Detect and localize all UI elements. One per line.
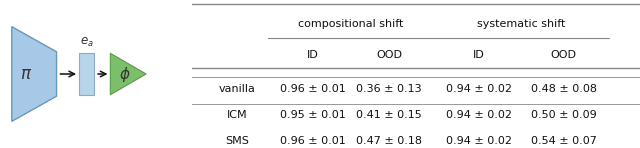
Text: systematic shift: systematic shift	[477, 19, 566, 29]
Polygon shape	[12, 27, 56, 121]
Polygon shape	[110, 53, 146, 95]
Text: 0.50 ± 0.09: 0.50 ± 0.09	[531, 110, 596, 120]
Text: 0.94 ± 0.02: 0.94 ± 0.02	[445, 136, 512, 146]
Text: 0.41 ± 0.15: 0.41 ± 0.15	[356, 110, 422, 120]
Text: 0.94 ± 0.02: 0.94 ± 0.02	[445, 110, 512, 120]
Text: vanilla: vanilla	[218, 84, 255, 94]
Text: 0.94 ± 0.02: 0.94 ± 0.02	[445, 84, 512, 94]
Bar	[79, 53, 94, 95]
Text: SMS: SMS	[225, 136, 249, 146]
Text: $e_a$: $e_a$	[80, 36, 93, 49]
Text: 0.48 ± 0.08: 0.48 ± 0.08	[531, 84, 597, 94]
Text: $\phi$: $\phi$	[119, 65, 131, 83]
Text: 0.95 ± 0.01: 0.95 ± 0.01	[280, 110, 346, 120]
Text: ICM: ICM	[227, 110, 247, 120]
Text: 0.36 ± 0.13: 0.36 ± 0.13	[356, 84, 422, 94]
Text: $\pi$: $\pi$	[20, 65, 32, 83]
Text: 0.96 ± 0.01: 0.96 ± 0.01	[280, 84, 346, 94]
Text: 0.54 ± 0.07: 0.54 ± 0.07	[531, 136, 596, 146]
Text: ID: ID	[473, 50, 484, 60]
Text: 0.96 ± 0.01: 0.96 ± 0.01	[280, 136, 346, 146]
Text: compositional shift: compositional shift	[298, 19, 404, 29]
Text: OOD: OOD	[376, 50, 402, 60]
Text: ID: ID	[307, 50, 319, 60]
Text: OOD: OOD	[551, 50, 577, 60]
Text: 0.47 ± 0.18: 0.47 ± 0.18	[356, 136, 422, 146]
